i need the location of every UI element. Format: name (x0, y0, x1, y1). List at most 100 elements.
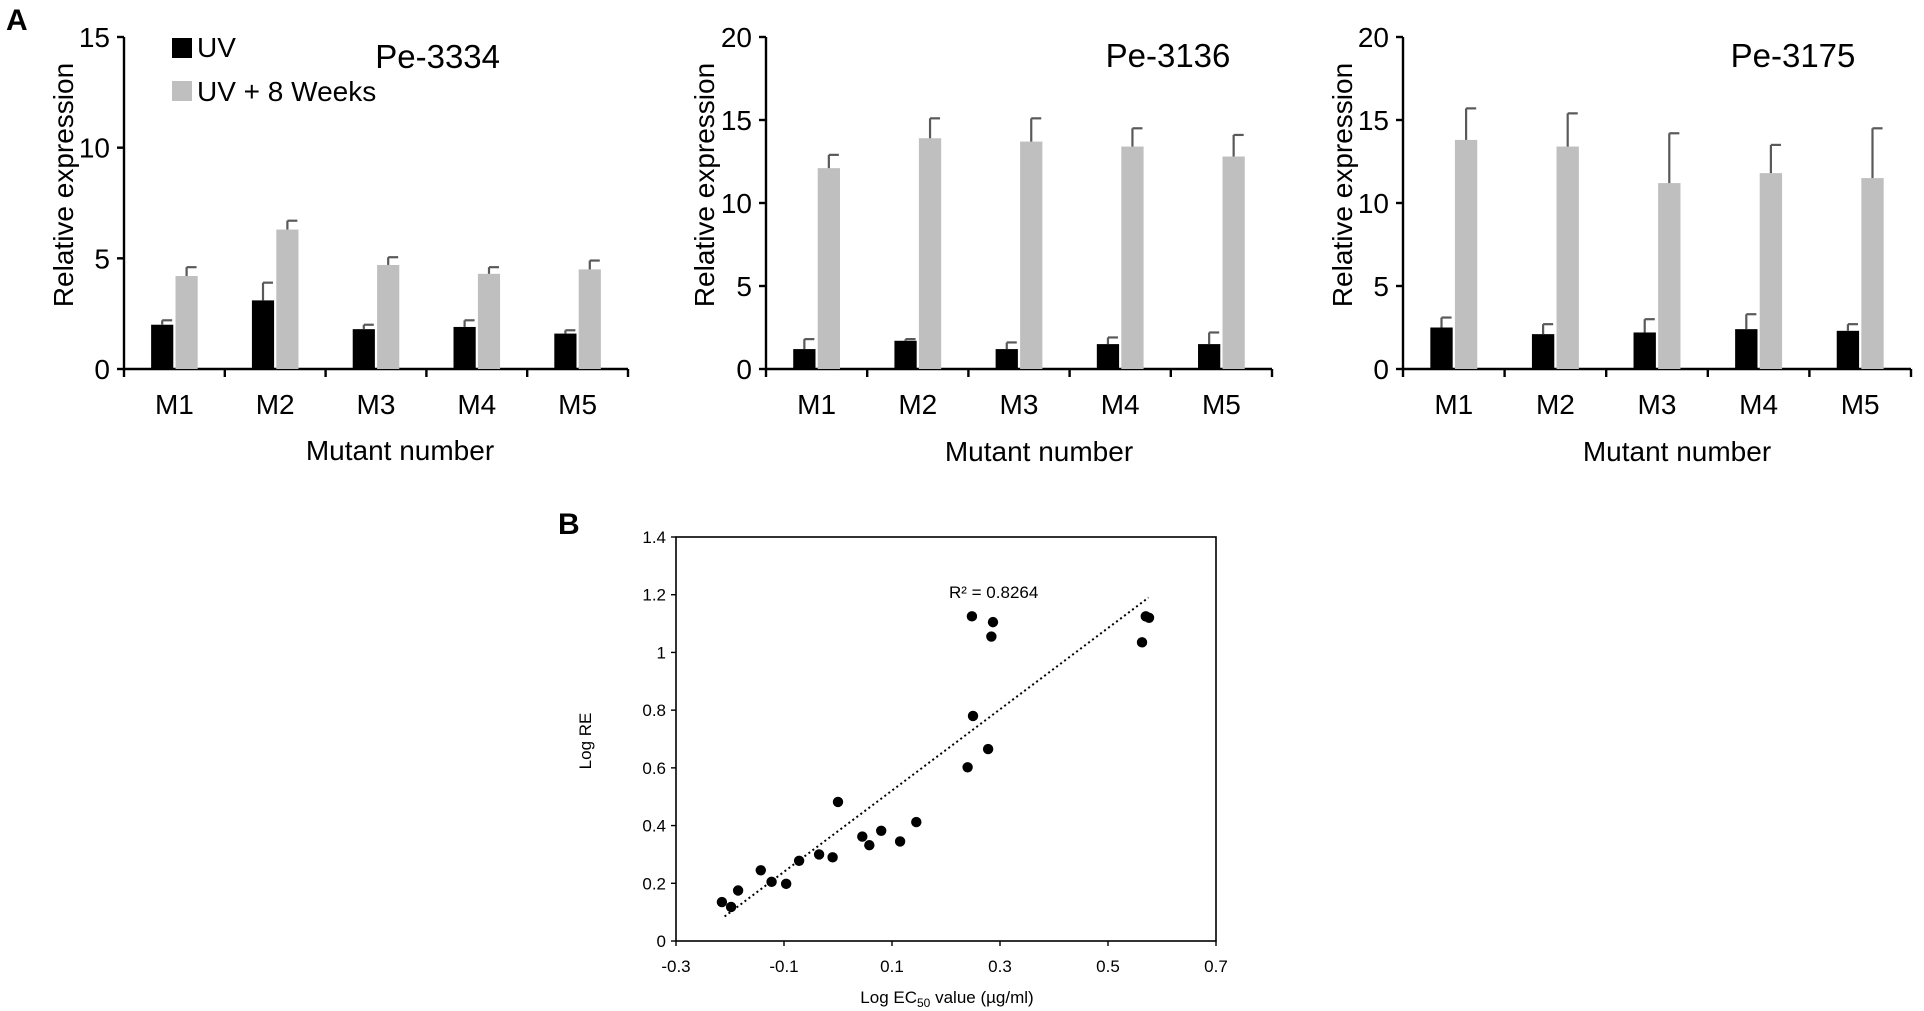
x-tick-label: M5 (558, 389, 597, 420)
bar-uv (1836, 330, 1860, 369)
y-tick-label: 15 (79, 22, 110, 53)
chart-title: Pe-3136 (1106, 37, 1231, 74)
y-tick-label: 0.8 (642, 701, 666, 720)
y-tick-label: 0 (1373, 354, 1389, 385)
x-tick-label: 0.3 (988, 957, 1012, 976)
y-tick-label: 15 (721, 105, 752, 136)
y-tick-label: 10 (1358, 188, 1389, 219)
scatter-chart-log-re: Log RE Log EC50 value (µg/ml) R² = 0.826… (576, 528, 1228, 1010)
scatter-point (967, 710, 979, 722)
bar-uv-8-weeks (918, 138, 942, 369)
scatter-point (766, 876, 777, 888)
bar-chart-pe-3334: Pe-3334 Mutant number Relative expressio… (48, 22, 630, 466)
bar-uv (453, 326, 476, 369)
x-tick-label: M4 (1101, 389, 1140, 420)
bar-uv (554, 333, 577, 369)
plot-area-border (675, 536, 1217, 942)
scatter-point (827, 852, 838, 863)
x-tick-label: M5 (1202, 389, 1241, 420)
bar-chart-pe-3136: Pe-3136 Mutant number Relative expressio… (689, 22, 1274, 467)
bar-uv-8-weeks (1861, 178, 1884, 369)
y-tick-label: 20 (1358, 22, 1389, 53)
bar-uv (894, 340, 917, 369)
scatter-point (982, 743, 994, 755)
scatter-point (876, 825, 887, 836)
scatter-point (725, 901, 737, 913)
y-tick-label: 0.4 (642, 817, 666, 836)
x-axis-label: Mutant number (306, 435, 494, 466)
bar-uv (1633, 332, 1656, 369)
y-tick-label: 5 (1373, 271, 1389, 302)
scatter-point (987, 616, 999, 628)
y-tick-label: 0.6 (642, 759, 666, 778)
y-tick-label: 5 (94, 243, 110, 274)
bar-chart-pe-3175: Pe-3175 Mutant number Relative expressio… (1327, 22, 1913, 467)
y-tick-label: 0 (94, 354, 110, 385)
x-axis-label-prefix: Log EC (860, 988, 917, 1007)
scatter-point (1143, 612, 1155, 623)
legend-swatch-uv-8-weeks (172, 81, 192, 101)
y-tick-label: 1.4 (642, 528, 666, 547)
scatter-point (755, 865, 766, 876)
x-tick-label: 0.1 (880, 957, 904, 976)
y-tick-label: 1 (657, 643, 666, 662)
y-tick-label: 0 (657, 932, 666, 951)
bar-uv (251, 300, 275, 369)
chart-title: Pe-3175 (1731, 37, 1856, 74)
x-tick-label: M4 (1739, 389, 1778, 420)
x-tick-label: M5 (1841, 389, 1880, 420)
legend-swatch-uv (172, 38, 192, 58)
bar-uv-8-weeks (817, 168, 840, 369)
bar-uv (1096, 344, 1120, 369)
bar-uv-8-weeks (1759, 173, 1783, 369)
panel-label-a: A (6, 4, 28, 37)
scatter-point (962, 762, 973, 773)
bar-uv (1735, 329, 1758, 369)
x-tick-label: M1 (155, 389, 194, 420)
legend: UV UV + 8 Weeks (172, 32, 376, 107)
y-tick-label: 0.2 (642, 874, 666, 893)
scatter-point (1136, 637, 1148, 648)
trendline (723, 596, 1150, 918)
scatter-point (864, 839, 875, 851)
panel-label-b: B (558, 508, 580, 541)
scatter-point (716, 896, 728, 908)
x-tick-label: M2 (898, 389, 937, 420)
scatter-point (986, 631, 997, 642)
x-tick-label: M3 (357, 389, 396, 420)
chart-title: Pe-3334 (375, 38, 500, 75)
bar-uv-8-weeks (477, 273, 501, 369)
bar-uv-8-weeks (1020, 141, 1043, 369)
y-axis-label: Relative expression (48, 63, 79, 307)
y-tick-label: 20 (721, 22, 752, 53)
bar-uv-8-weeks (1222, 156, 1245, 369)
scatter-point (911, 816, 922, 828)
x-tick-label: M2 (1536, 389, 1575, 420)
scatter-point (857, 831, 868, 842)
x-tick-label: 0.5 (1096, 957, 1120, 976)
x-axis-label: Log EC50 value (µg/ml) (860, 988, 1033, 1010)
x-axis-label: Mutant number (1583, 436, 1771, 467)
bar-uv-8-weeks (1121, 146, 1144, 369)
scatter-point (780, 878, 792, 890)
scatter-point (894, 836, 906, 847)
x-tick-label: -0.3 (661, 957, 690, 976)
x-tick-label: 0.7 (1204, 957, 1228, 976)
y-axis-label: Log RE (576, 713, 595, 770)
bar-uv (151, 324, 174, 369)
y-axis-label: Relative expression (689, 63, 720, 307)
x-tick-label: M4 (457, 389, 496, 420)
bar-uv (1531, 334, 1555, 369)
x-axis-label: Mutant number (945, 436, 1133, 467)
bar-uv (352, 329, 375, 369)
y-tick-label: 0 (736, 354, 752, 385)
scatter-point (966, 611, 978, 622)
bar-uv-8-weeks (1658, 183, 1681, 369)
bar-uv (1430, 327, 1453, 369)
x-tick-label: -0.1 (769, 957, 798, 976)
bar-uv-8-weeks (276, 229, 299, 369)
x-axis-label-subscript: 50 (917, 996, 931, 1010)
bar-uv-8-weeks (578, 269, 601, 369)
y-tick-label: 5 (736, 271, 752, 302)
